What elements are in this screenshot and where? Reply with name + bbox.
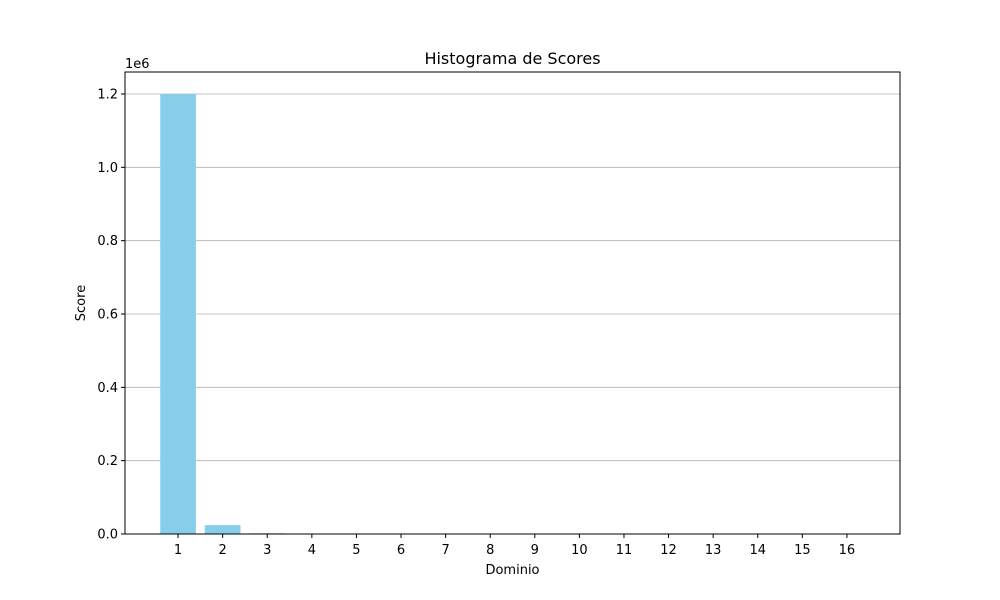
y-tick-label: 1.0	[97, 161, 118, 176]
x-tick-label: 4	[308, 543, 316, 558]
x-tick-label: 3	[263, 543, 271, 558]
y-tick-label: 0.2	[97, 454, 118, 469]
x-tick-label: 15	[794, 543, 811, 558]
bar	[160, 94, 196, 534]
x-tick-label: 7	[441, 543, 449, 558]
x-tick-label: 16	[839, 543, 856, 558]
x-tick-label: 13	[705, 543, 722, 558]
bars	[160, 94, 865, 534]
x-tick-label: 9	[531, 543, 539, 558]
y-tick-label: 1.2	[97, 88, 118, 103]
x-tick-label: 5	[352, 543, 360, 558]
x-tick-label: 11	[616, 543, 633, 558]
chart-title: Histograma de Scores	[424, 49, 600, 68]
x-tick-label: 6	[397, 543, 405, 558]
y-axis-offset-text: 1e6	[125, 57, 150, 72]
grid-lines	[125, 93, 900, 535]
x-tick-label: 1	[174, 543, 182, 558]
x-axis-ticks: 1 2 3 4 5 6 7 8 9 10 11 12 13 14 15 16	[174, 534, 855, 558]
y-tick-label: 0.8	[97, 234, 118, 249]
x-tick-label: 12	[660, 543, 677, 558]
y-axis-label: Score	[74, 285, 89, 321]
bar	[204, 525, 241, 534]
x-tick-label: 2	[219, 543, 227, 558]
x-tick-label: 8	[486, 543, 494, 558]
y-axis-ticks: 0.0 0.2 0.4 0.6 0.8 1.0 1.2	[97, 88, 125, 543]
y-tick-label: 0.4	[97, 381, 118, 396]
plot-frame	[124, 71, 901, 535]
x-tick-label: 14	[749, 543, 766, 558]
x-axis-label: Dominio	[485, 563, 539, 578]
y-tick-label: 0.6	[97, 308, 118, 323]
x-tick-label: 10	[571, 543, 588, 558]
y-tick-label: 0.0	[97, 528, 118, 543]
